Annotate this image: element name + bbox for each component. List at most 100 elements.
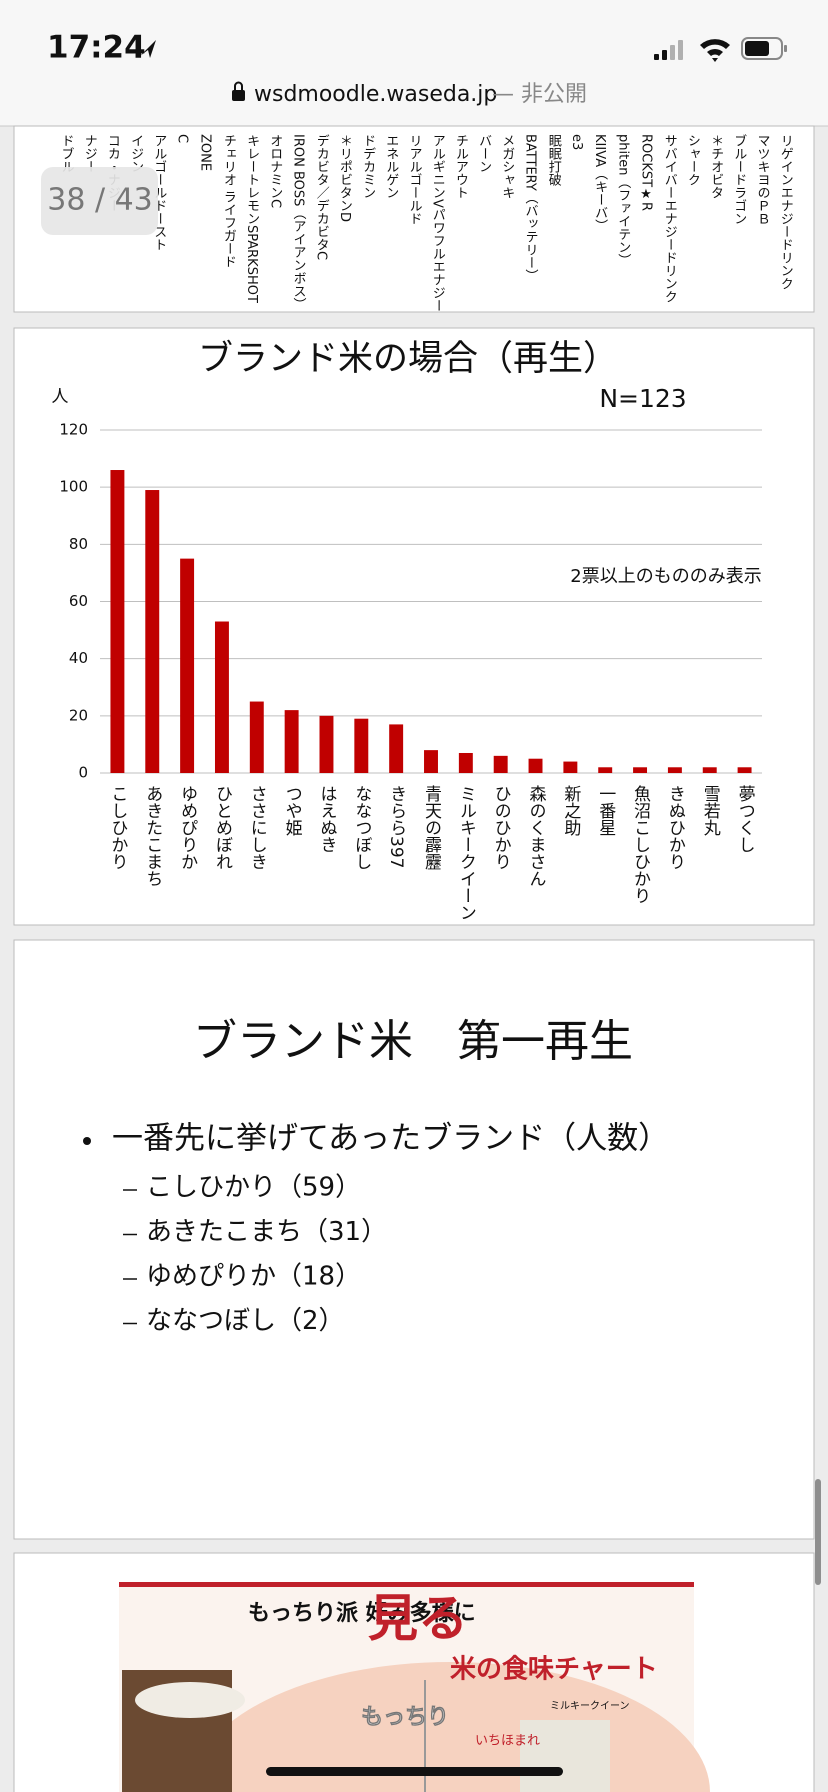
- drink-label: ＊チオビタ: [708, 134, 723, 199]
- slide-text: [13, 939, 815, 1540]
- next-axis-word: もっちり: [361, 1705, 449, 1730]
- drink-label: マツキヨのＰＢ: [755, 134, 770, 225]
- signal-icon: [654, 40, 683, 60]
- drink-label: オロナミンC: [267, 134, 282, 208]
- drink-label: チェリオ ライフガード: [221, 134, 236, 268]
- bar: [249, 701, 264, 773]
- x-tick-label: きらら397: [386, 785, 406, 868]
- wifi-icon: [700, 39, 730, 62]
- x-tick-label: 雪若丸: [700, 785, 721, 836]
- bar: [284, 710, 299, 773]
- lock-icon: [232, 81, 245, 101]
- x-tick-label: 魚沼こしひかり: [630, 785, 651, 904]
- next-chart-title: 米の食味チャート: [450, 1654, 658, 1685]
- x-tick-label: ミルキークイーン: [456, 785, 476, 921]
- y-tick-label: 40: [69, 649, 88, 667]
- next-headline: もっちり派 好み多様に: [248, 1600, 476, 1626]
- next-mark: 見る: [368, 1590, 468, 1648]
- bar: [458, 752, 473, 773]
- drink-label: サバイバーエナジードリンク: [662, 134, 678, 303]
- drink-label: C: [175, 134, 190, 143]
- y-tick-label: 60: [69, 592, 88, 610]
- y-tick-label: 100: [59, 478, 88, 496]
- x-tick-label: 森のくまさん: [526, 785, 547, 887]
- drink-label: イジン: [128, 134, 143, 173]
- x-tick-label: 新之助: [560, 785, 581, 837]
- x-tick-label: ゆめぴりか: [177, 785, 197, 870]
- x-tick-label: 青天の霹靂: [421, 785, 442, 870]
- drink-label: BATTERY（バッテリー）: [523, 134, 539, 282]
- x-tick-label: ささにしき: [247, 785, 267, 870]
- n-label: N=123: [599, 384, 686, 413]
- drink-label: KIIVA（キーバ）: [592, 134, 608, 232]
- url[interactable]: wsdmoodle.waseda.jp: [254, 82, 497, 107]
- drink-label: ドデカミン: [360, 134, 375, 199]
- drink-label: リアルゴールド: [407, 134, 422, 225]
- sub-item: こしひかり（59）: [146, 1173, 361, 1203]
- chart-title: ブランド米の場合（再生）: [198, 339, 618, 379]
- page-indicator-bg: [41, 167, 158, 235]
- drink-label: ドブル: [59, 134, 74, 173]
- bar: [145, 490, 160, 773]
- clock: 17:24: [47, 30, 146, 66]
- x-tick-label: 夢つくし: [735, 785, 755, 853]
- drink-label: 眠眠打破: [546, 134, 562, 186]
- drink-label: e3: [569, 134, 584, 150]
- drink-label: ＊リポビタンD: [337, 134, 352, 222]
- x-tick-label: つや姫: [282, 785, 303, 836]
- home-indicator: [266, 1767, 563, 1776]
- bar: [563, 761, 578, 773]
- drink-label: ブルードラゴン: [731, 133, 746, 225]
- battery-icon: [741, 37, 787, 60]
- bar: [354, 718, 369, 773]
- drink-label: ROCKST★R: [639, 134, 654, 211]
- bullet-dot: [83, 1137, 91, 1145]
- bar: [528, 758, 543, 773]
- bar: [702, 767, 717, 773]
- drink-label: phiten（ファイテン）: [615, 134, 631, 266]
- next-slide-image: もっちり派 好み多様に 見る 米の食味チャート もっちり いちほまれ ミルキーク…: [119, 1582, 710, 1792]
- bar: [180, 558, 195, 773]
- bar: [493, 755, 508, 773]
- sub-item: ゆめぴりか（18）: [146, 1262, 361, 1292]
- drink-label: シャーク: [685, 134, 700, 186]
- next-brand-2: ミルキークイーン: [550, 1700, 630, 1712]
- drink-label: チルアウト: [453, 134, 468, 199]
- scrollbar[interactable]: [815, 1479, 821, 1585]
- y-axis-label: 人: [52, 387, 69, 407]
- x-tick-label: ひのひかり: [491, 785, 511, 870]
- sub-item: ななつぼし（2）: [146, 1306, 345, 1336]
- sub-items: こしひかり（59） あきたこまち（31） ゆめぴりか（18） ななつぼし（2）: [123, 1173, 387, 1336]
- drink-label: メガシャキ: [499, 134, 514, 199]
- x-tick-label: こしひかり: [107, 785, 127, 870]
- x-tick-label: はえぬき: [316, 785, 336, 853]
- drink-label: デカビタ／デカビタC: [314, 134, 330, 260]
- bar: [389, 724, 404, 773]
- sub-item: あきたこまち（31）: [146, 1217, 387, 1247]
- bullet-text: 一番先に挙げてあったブランド（人数）: [112, 1121, 669, 1157]
- bar: [214, 621, 229, 773]
- x-tick-label: ななつぼし: [351, 785, 371, 870]
- bar: [424, 750, 438, 773]
- privacy-label: — 非公開: [492, 82, 587, 107]
- drink-label: バーン: [476, 134, 492, 173]
- drink-label: IRON BOSS（アイアンボス）: [291, 134, 307, 310]
- chart-annotation: 2票以上のもののみ表示: [570, 566, 761, 587]
- slide-chart: [13, 327, 815, 926]
- bar: [633, 767, 648, 773]
- drink-label: エネルゲン: [383, 134, 399, 199]
- drink-label: ZONE: [198, 134, 213, 171]
- x-tick-label: あきたこまち: [142, 785, 162, 887]
- drink-label: アルギニンVパワフルエナジー: [430, 134, 446, 312]
- bar: [737, 767, 752, 773]
- next-brand-1: いちほまれ: [475, 1734, 540, 1749]
- drink-label: キレートレモンSPARKSHOT: [244, 134, 259, 303]
- y-tick-label: 0: [78, 764, 88, 782]
- slide-title: ブランド米 第一再生: [193, 1016, 633, 1067]
- bar: [598, 767, 613, 773]
- x-tick-label: きぬひかり: [665, 785, 685, 870]
- y-tick-label: 20: [69, 706, 88, 724]
